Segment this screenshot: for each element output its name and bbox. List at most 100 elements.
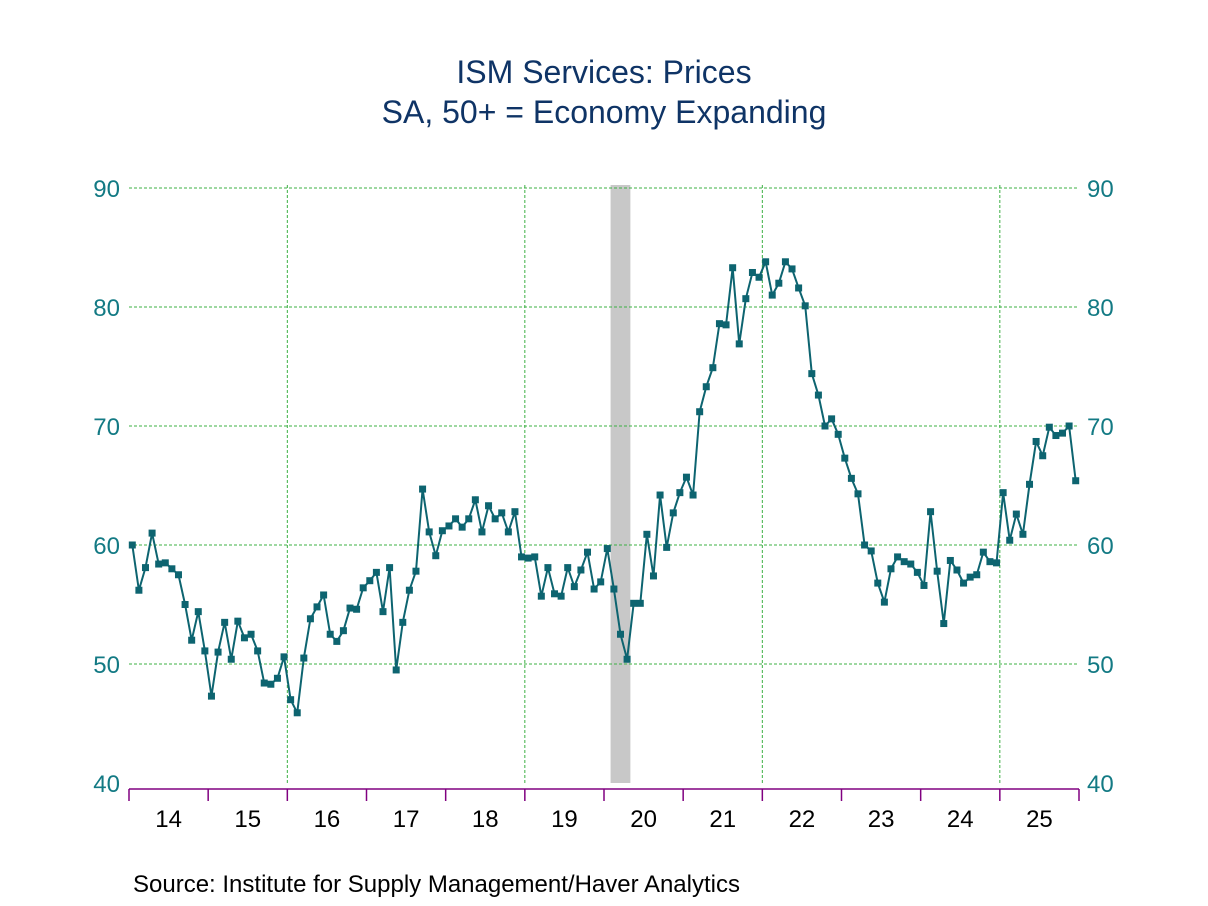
- data-point: [795, 284, 803, 292]
- y-tick-label-left: 60: [93, 533, 120, 560]
- data-point: [590, 585, 598, 593]
- data-point: [498, 509, 506, 517]
- data-point: [214, 648, 222, 656]
- data-point: [689, 491, 697, 499]
- y-tick-label-right: 50: [1087, 652, 1114, 679]
- data-point: [722, 321, 730, 329]
- data-point: [306, 615, 314, 623]
- data-point: [814, 391, 822, 399]
- data-point: [273, 674, 281, 682]
- data-point: [841, 454, 849, 462]
- data-point: [887, 565, 895, 573]
- y-tick-label-right: 90: [1087, 176, 1114, 203]
- data-point: [709, 364, 717, 372]
- data-point: [267, 680, 275, 688]
- data-point: [808, 370, 816, 378]
- data-point: [412, 567, 420, 575]
- data-point: [1059, 429, 1067, 437]
- y-tick-label-right: 80: [1087, 295, 1114, 322]
- data-point: [1039, 452, 1047, 460]
- data-point: [702, 383, 710, 391]
- data-point: [649, 572, 657, 580]
- x-tick-label: 22: [789, 806, 816, 833]
- data-point: [452, 515, 460, 523]
- x-tick-label: 14: [155, 806, 182, 833]
- data-point: [234, 617, 242, 625]
- data-point: [280, 653, 288, 661]
- data-point: [1026, 480, 1034, 488]
- data-point: [379, 608, 387, 616]
- data-point: [405, 586, 413, 594]
- data-point: [564, 564, 572, 572]
- data-point: [339, 627, 347, 635]
- data-point: [742, 295, 750, 303]
- data-point: [636, 599, 644, 607]
- data-point: [320, 591, 328, 599]
- data-point: [386, 564, 394, 572]
- data-point: [359, 584, 367, 592]
- x-tick-label: 15: [234, 806, 261, 833]
- data-point: [676, 489, 684, 497]
- data-point: [537, 592, 545, 600]
- data-point: [465, 515, 473, 523]
- data-point: [372, 568, 380, 576]
- x-tick-label: 17: [393, 806, 420, 833]
- data-point: [781, 258, 789, 266]
- data-point: [491, 515, 499, 523]
- data-point: [913, 568, 921, 576]
- data-point: [293, 709, 301, 717]
- data-point: [768, 291, 776, 299]
- y-tick-label-right: 40: [1087, 771, 1114, 798]
- data-point: [933, 567, 941, 575]
- chart-title: ISM Services: Prices: [456, 54, 752, 90]
- data-point: [333, 637, 341, 645]
- data-point: [715, 320, 723, 328]
- data-point: [861, 541, 869, 549]
- x-tick-label: 23: [868, 806, 895, 833]
- data-point: [207, 692, 215, 700]
- recession-band: [610, 185, 631, 783]
- data-point: [986, 558, 994, 566]
- series-line: [131, 258, 1077, 717]
- data-point: [518, 553, 526, 561]
- data-point: [927, 508, 935, 516]
- data-point: [240, 634, 248, 642]
- data-point: [141, 564, 149, 572]
- data-point: [966, 573, 974, 581]
- data-point: [696, 408, 704, 416]
- data-point: [735, 340, 743, 348]
- data-point: [867, 547, 875, 555]
- x-tick-label: 21: [709, 806, 736, 833]
- data-point: [821, 422, 829, 430]
- data-point: [188, 636, 196, 644]
- data-point: [610, 585, 618, 593]
- data-point: [762, 258, 770, 266]
- source-note: Source: Institute for Supply Management/…: [133, 871, 740, 898]
- data-point: [254, 647, 262, 655]
- data-point: [227, 655, 235, 663]
- data-point: [544, 564, 552, 572]
- y-tick-label-right: 60: [1087, 533, 1114, 560]
- data-point: [353, 605, 361, 613]
- y-tick-label-left: 50: [93, 652, 120, 679]
- y-tick-label-left: 90: [93, 176, 120, 203]
- y-tick-label-left: 80: [93, 295, 120, 322]
- data-point: [399, 618, 407, 626]
- data-point: [1019, 530, 1027, 538]
- data-point: [874, 579, 882, 587]
- data-point: [920, 581, 928, 589]
- data-point: [326, 630, 334, 638]
- data-point: [313, 603, 321, 611]
- data-point: [181, 601, 189, 608]
- data-point: [135, 586, 143, 594]
- x-tick-label: 24: [947, 806, 974, 833]
- data-point: [432, 552, 440, 560]
- data-point: [524, 554, 532, 562]
- x-tick-label: 18: [472, 806, 499, 833]
- data-point: [900, 558, 908, 566]
- data-point: [511, 508, 519, 516]
- data-point: [828, 415, 836, 423]
- data-point: [953, 566, 961, 574]
- data-point: [630, 599, 638, 607]
